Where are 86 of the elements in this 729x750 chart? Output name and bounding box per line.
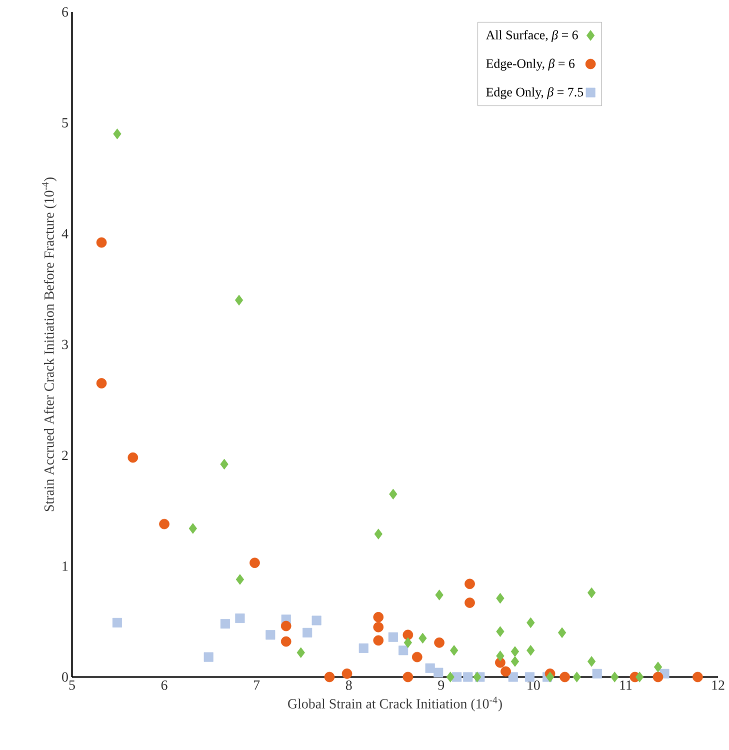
point: [435, 590, 444, 600]
point: [236, 574, 244, 585]
point: [96, 237, 107, 248]
point: [635, 672, 644, 682]
point: [373, 622, 384, 632]
point: [558, 627, 566, 638]
point: [404, 637, 412, 648]
point: [266, 630, 276, 640]
point: [159, 518, 170, 530]
point: [418, 632, 427, 644]
point: [526, 617, 535, 628]
y-tick-label: 3: [62, 340, 68, 350]
y-tick-label: 5: [62, 118, 68, 128]
y-axis-title: Strain Accrued After Crack Initiation Before Fracture (10$^{-4}$): [42, 178, 57, 512]
point: [464, 598, 475, 608]
point: [188, 523, 197, 534]
point: [388, 632, 398, 642]
x-tick-label: 9: [438, 680, 444, 690]
point: [280, 636, 292, 647]
point: [113, 128, 122, 140]
point: [220, 458, 228, 470]
point: [250, 558, 260, 568]
point: [220, 619, 230, 629]
legend-label: All Surface, β = 6: [486, 30, 578, 42]
point: [546, 672, 554, 682]
point: [312, 616, 322, 626]
x-tick-label: 8: [346, 680, 352, 690]
point: [235, 613, 245, 624]
point: [446, 672, 454, 682]
point: [358, 643, 368, 653]
legend-label: Edge-Only, β = 6: [486, 58, 575, 71]
point: [398, 646, 408, 656]
point: [402, 672, 414, 682]
point: [496, 626, 504, 637]
point: [652, 672, 664, 682]
point: [112, 618, 122, 628]
point: [402, 630, 414, 640]
x-tick-label: 10: [528, 680, 540, 690]
x-tick-label: 6: [161, 680, 168, 690]
point: [342, 668, 352, 679]
point: [280, 620, 292, 632]
point: [302, 628, 312, 638]
point: [389, 488, 398, 500]
point: [592, 668, 602, 678]
point: [496, 592, 504, 604]
point: [373, 612, 384, 622]
point: [510, 656, 520, 667]
point: [508, 672, 518, 682]
point: [526, 645, 535, 656]
point: [500, 666, 511, 677]
point: [412, 652, 422, 662]
point: [373, 635, 384, 646]
point: [510, 646, 520, 657]
point: [128, 452, 138, 463]
x-axis-title: Global Strain at Crack Initiation (10$^{-4}$): [288, 696, 502, 712]
y-tick-label: 4: [62, 229, 68, 238]
point: [463, 672, 473, 682]
x-tick-label: 12: [712, 680, 724, 690]
point: [324, 672, 335, 682]
point: [434, 668, 444, 678]
x-tick-label: 5: [69, 680, 75, 690]
point: [610, 672, 619, 682]
point: [296, 647, 305, 658]
point: [374, 528, 382, 540]
point: [496, 650, 504, 662]
point: [234, 294, 244, 306]
point: [587, 656, 596, 667]
point: [425, 663, 435, 673]
point: [473, 672, 482, 682]
y-tick-label: 6: [62, 7, 68, 17]
point: [692, 672, 703, 682]
point: [560, 672, 570, 682]
x-tick-label: 11: [620, 680, 632, 690]
legend-label: Edge Only, β = 7.5: [486, 87, 584, 100]
point: [654, 662, 662, 672]
point: [434, 637, 444, 648]
point: [96, 378, 107, 388]
point: [587, 587, 596, 598]
x-tick-label: 7: [254, 680, 260, 690]
point: [572, 672, 581, 682]
point: [204, 652, 214, 662]
point: [450, 645, 458, 656]
point: [464, 578, 475, 590]
y-tick-label: 1: [62, 562, 68, 571]
y-tick-label: 0: [62, 672, 68, 682]
y-tick-label: 2: [62, 450, 68, 460]
